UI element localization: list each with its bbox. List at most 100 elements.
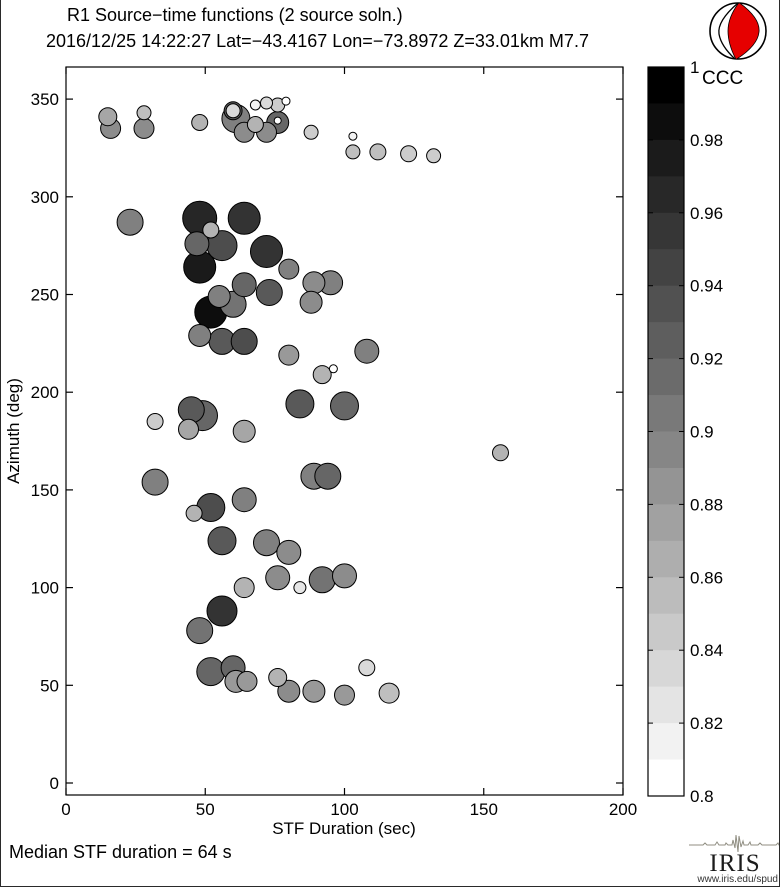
colorbar-tick-label: 0.98 [690, 131, 723, 150]
y-tick-label: 50 [40, 676, 59, 695]
colorbar-block [648, 249, 684, 287]
stf-bubble [312, 365, 332, 385]
stf-bubble [255, 279, 283, 306]
colorbar-block [648, 577, 684, 615]
stf-bubble [185, 504, 203, 522]
median-duration-note: Median STF duration = 64 s [9, 842, 232, 862]
stf-bubble [232, 419, 256, 443]
stf-bubble [302, 271, 326, 295]
colorbar-tick-label: 0.96 [690, 204, 723, 223]
colorbar-block [648, 650, 684, 688]
beachball-red-lobe [727, 3, 760, 59]
stf-bubbles [98, 96, 509, 706]
stf-bubble [378, 682, 400, 704]
x-axis-label: STF Duration (sec) [272, 819, 416, 838]
colorbar-tick-label: 0.88 [690, 495, 723, 514]
stf-bubble [426, 148, 442, 164]
iris-url: www.iris.edu/spud [696, 874, 778, 885]
colorbar-block [648, 540, 684, 578]
stf-bubble [330, 391, 359, 421]
stf-bubble [207, 285, 231, 308]
colorbar-block [648, 212, 684, 250]
stf-bubble [188, 324, 212, 347]
stf-bubble [276, 539, 302, 565]
stf-bubble [191, 114, 209, 131]
colorbar-block [648, 686, 684, 724]
stf-bubble [303, 124, 319, 140]
stf-bubble [184, 231, 210, 257]
colorbar-block [648, 723, 684, 761]
stf-bubble [302, 679, 326, 703]
colorbar-block [648, 139, 684, 177]
colorbar-tick-label: 0.94 [690, 277, 723, 296]
stf-bubble [328, 364, 338, 374]
stf-bubble [281, 96, 291, 106]
stf-bubble [354, 338, 380, 364]
stf-bubble [268, 668, 288, 687]
stf-bubble [236, 670, 258, 692]
colorbar-ticks [648, 139, 684, 724]
colorbar-block [648, 759, 684, 797]
stf-bubble [231, 487, 257, 513]
colorbar-block [648, 176, 684, 214]
colorbar-tick-label: 0.82 [690, 714, 723, 733]
stf-bubble [253, 529, 280, 557]
iris-logo: IRIS www.iris.edu/spud [689, 834, 779, 885]
stf-bubble [177, 396, 205, 424]
y-tick-label: 0 [50, 774, 59, 793]
colorbar-block [648, 613, 684, 651]
scatter-plot: 0 50 100 150 200 0 50 100 150 200 250 300 350 STF Du… [4, 66, 637, 838]
stf-bubble [345, 144, 361, 160]
stf-bubble [116, 208, 144, 236]
stf-bubble [348, 131, 358, 141]
stf-bubble [202, 221, 220, 239]
colorbar-block [648, 67, 684, 105]
axis-ticks [65, 67, 624, 795]
stf-bubble [225, 103, 241, 119]
colorbar-block [648, 358, 684, 396]
stf-bubble [260, 96, 273, 110]
stf-bubble [136, 105, 152, 121]
stf-bubble [369, 143, 387, 161]
stf-bubble [334, 684, 355, 706]
y-tick-label: 200 [31, 383, 59, 402]
stf-bubble [400, 145, 418, 163]
stf-bubble [178, 418, 199, 440]
stf-bubble [146, 413, 164, 430]
x-tick-label: 50 [196, 800, 215, 819]
y-tick-label: 350 [31, 90, 59, 109]
stf-bubble [308, 566, 336, 594]
stf-bubble [278, 258, 300, 280]
stf-bubble [492, 444, 509, 462]
colorbar-blocks [648, 67, 684, 797]
stf-bubble [265, 565, 291, 591]
stf-bubble [277, 679, 301, 703]
stf-bubble [196, 657, 226, 687]
stf-bubble [141, 468, 169, 496]
colorbar-block [648, 467, 684, 505]
colorbar: 10.980.960.940.920.90.880.860.840.820.8 … [647, 58, 743, 806]
stf-bubble [227, 201, 261, 235]
stf-bubble [133, 117, 155, 139]
colorbar-tick-label: 0.84 [690, 641, 723, 660]
y-tick-label: 300 [31, 188, 59, 207]
stf-bubble [285, 389, 315, 419]
focal-mechanism-beachball-icon [709, 2, 767, 60]
x-tick-label: 0 [61, 800, 70, 819]
colorbar-tick-label: 0.8 [690, 787, 714, 806]
chart-title: R1 Source−time functions (2 source soln.… [67, 5, 403, 25]
seismogram-trace-icon [689, 834, 779, 853]
stf-bubble [230, 327, 258, 355]
stf-bubble [207, 526, 237, 556]
stf-bubble [206, 595, 238, 627]
colorbar-tick-labels: 1 0.98 0.96 0.94 0.92 0.9 0.88 0.86 0.84 0.82 0.8 [690, 58, 723, 806]
stf-bubble [233, 577, 255, 599]
stf-bubble [314, 462, 342, 490]
chart-subtitle: 2016/12/25 14:22:27 Lat=−43.4167 Lon=−73… [46, 31, 589, 51]
stf-bubble [278, 344, 300, 366]
colorbar-tick-label: 0.9 [690, 423, 714, 442]
stf-bubble [299, 290, 323, 314]
colorbar-block [648, 285, 684, 323]
beachball-nodal-line [718, 2, 739, 60]
